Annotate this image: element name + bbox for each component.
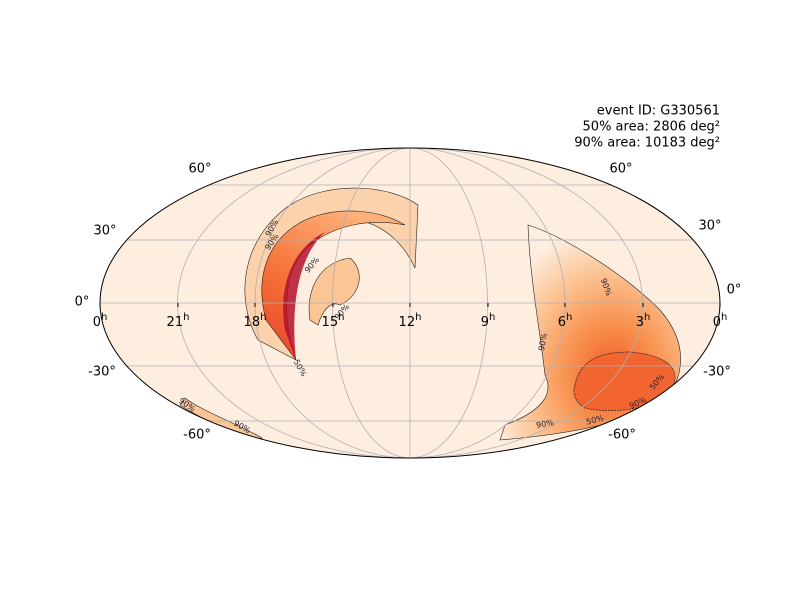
contour-label: 90% <box>535 418 554 430</box>
ra-label: 6h <box>558 312 573 330</box>
dec-label: -30° <box>88 365 116 380</box>
dec-label: -60° <box>183 428 211 443</box>
ra-hours: 0 <box>93 315 101 330</box>
ra-label: 18h <box>244 312 267 330</box>
ra-label: 21h <box>167 312 190 330</box>
ra-label: 12h <box>399 312 422 330</box>
dec-label: 0° <box>727 283 742 298</box>
dec-label: 0° <box>75 295 90 310</box>
contour-label: 90% <box>537 332 549 351</box>
ra-unit: h <box>338 312 344 323</box>
dec-label: 30° <box>698 219 721 234</box>
ra-unit: h <box>415 312 421 323</box>
ra-hours: 9 <box>481 315 489 330</box>
ra-hours: 18 <box>244 315 261 330</box>
annotation-line: event ID: G330561 <box>597 104 720 119</box>
dec-label: -30° <box>703 365 731 380</box>
ra-label: 15h <box>322 312 345 330</box>
annotation-line: 90% area: 10183 deg² <box>574 136 720 151</box>
ra-hours: 6 <box>558 315 566 330</box>
annotation-line: 50% area: 2806 deg² <box>583 120 720 135</box>
ra-hours: 15 <box>322 315 339 330</box>
ra-unit: h <box>566 312 572 323</box>
ra-unit: h <box>101 312 107 323</box>
dec-label: 60° <box>188 162 211 177</box>
dec-label: 30° <box>93 224 116 239</box>
ra-unit: h <box>260 312 266 323</box>
ra-label: 0h <box>713 312 728 330</box>
ra-hours: 3 <box>636 315 644 330</box>
dec-label: 60° <box>609 162 632 177</box>
ra-label: 3h <box>636 312 651 330</box>
ra-hours: 12 <box>399 315 416 330</box>
dec-label: -60° <box>608 428 636 443</box>
ra-unit: h <box>183 312 189 323</box>
ra-hours: 21 <box>167 315 184 330</box>
ra-label: 9h <box>481 312 496 330</box>
ra-hours: 0 <box>713 315 721 330</box>
ra-unit: h <box>644 312 650 323</box>
ra-unit: h <box>489 312 495 323</box>
ra-label: 0h <box>93 312 108 330</box>
ra-unit: h <box>721 312 727 323</box>
